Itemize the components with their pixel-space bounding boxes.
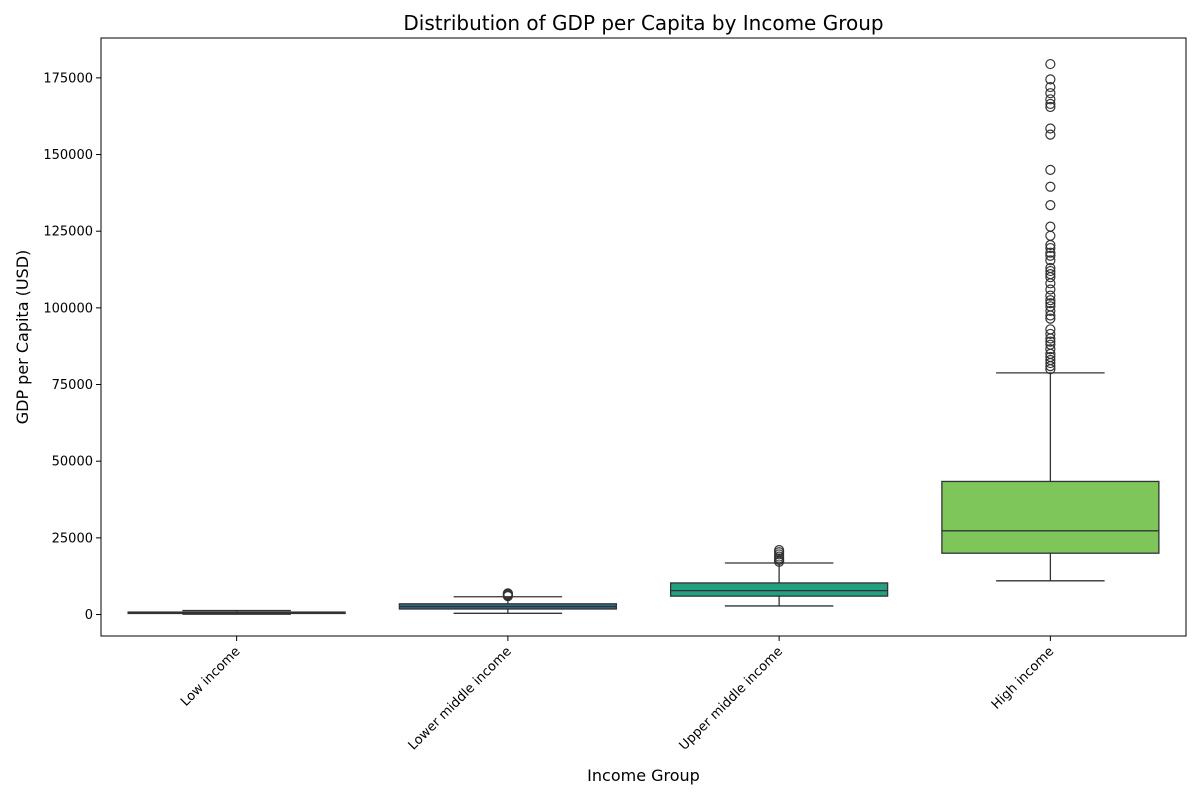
outlier-point xyxy=(1045,98,1056,110)
outlier-point xyxy=(1045,221,1056,232)
outlier-point xyxy=(1045,58,1056,70)
box xyxy=(669,582,889,597)
y-axis: 0 25000 50000 75000 100000 125000 150000 175000 xyxy=(43,71,101,623)
outlier-point xyxy=(1045,328,1056,340)
plot-area xyxy=(127,58,1160,615)
outlier-point xyxy=(1045,295,1056,306)
outlier-point xyxy=(1045,301,1056,312)
y-tick-label: 0 xyxy=(85,608,93,623)
outlier-point xyxy=(1045,354,1056,366)
box-group xyxy=(669,545,889,607)
outlier-point xyxy=(1045,324,1056,335)
outlier-point xyxy=(1045,250,1056,261)
outlier-point xyxy=(1045,200,1056,211)
plot-frame xyxy=(100,37,1187,637)
outlier-point xyxy=(1045,123,1056,134)
outlier-point xyxy=(1045,88,1056,99)
x-axis-label: Income Group xyxy=(587,766,700,785)
y-tick-label: 25000 xyxy=(52,531,93,546)
y-tick-label: 50000 xyxy=(52,455,93,470)
box-group xyxy=(941,58,1160,582)
box xyxy=(941,480,1160,554)
y-axis-label: GDP per Capita (USD) xyxy=(13,250,32,425)
outlier-point xyxy=(774,545,785,556)
outlier-point xyxy=(1045,101,1056,113)
outlier-point xyxy=(1045,339,1056,350)
x-tick-label: Low income xyxy=(178,644,243,709)
outlier-point xyxy=(1045,269,1056,280)
x-tick-label: Lower middle income xyxy=(406,644,515,753)
outlier-point xyxy=(1045,129,1056,140)
outlier-point xyxy=(1045,351,1056,363)
outlier-point xyxy=(1045,181,1056,192)
outlier-point xyxy=(1045,262,1056,274)
outlier-point xyxy=(1045,265,1056,277)
y-tick-label: 75000 xyxy=(52,378,93,393)
outlier-point xyxy=(1045,298,1056,309)
outlier-point xyxy=(1045,290,1056,301)
chart-title: Distribution of GDP per Capita by Income… xyxy=(403,11,883,35)
outlier-point xyxy=(1045,74,1056,85)
outlier-point xyxy=(1045,284,1056,295)
outlier-point xyxy=(1045,230,1056,241)
box-group xyxy=(127,609,346,615)
outlier-point xyxy=(1045,336,1056,347)
outlier-point xyxy=(1045,255,1056,266)
outlier-point xyxy=(1045,242,1056,254)
outlier-point xyxy=(1045,305,1056,317)
outlier-point xyxy=(1045,247,1056,258)
outlier-point xyxy=(1045,344,1056,355)
y-tick-label: 175000 xyxy=(43,71,93,86)
box-group xyxy=(398,588,618,614)
y-tick-label: 100000 xyxy=(43,301,93,316)
outlier-point xyxy=(1045,313,1056,324)
outlier-point xyxy=(502,588,513,599)
outlier-point xyxy=(1045,164,1056,175)
x-tick-label: High income xyxy=(989,644,1057,712)
y-tick-label: 125000 xyxy=(43,225,93,240)
x-axis: Low income Lower middle income Upper middl… xyxy=(178,636,1057,754)
outlier-point xyxy=(1045,81,1056,93)
y-tick-label: 150000 xyxy=(43,148,93,163)
outlier-point xyxy=(1045,94,1056,105)
x-tick-label: Upper middle income xyxy=(677,644,786,753)
